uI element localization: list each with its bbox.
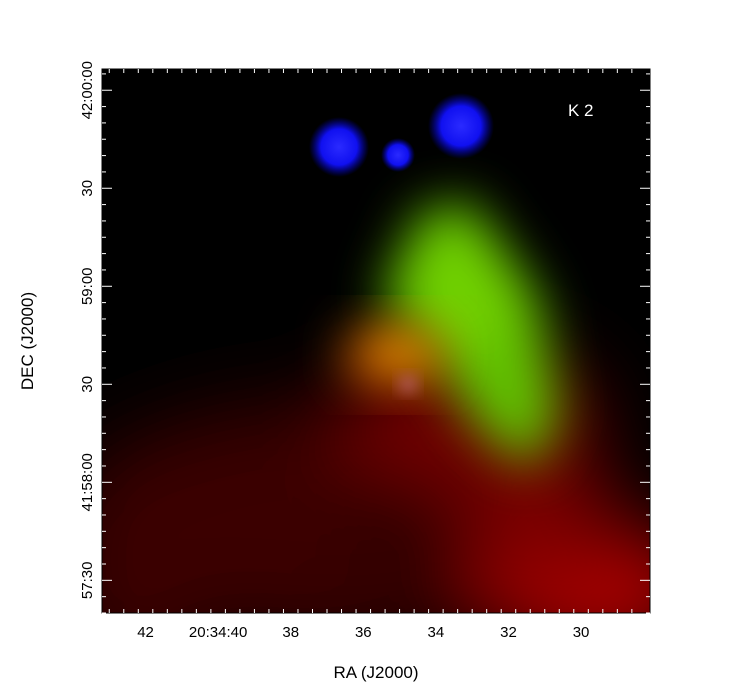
image-label: K 2 <box>568 101 594 120</box>
blue-source <box>309 117 369 177</box>
y-tick-label: 57:30 <box>79 562 96 600</box>
x-axis-label: RA (J2000) <box>333 663 418 682</box>
image-panel <box>102 69 650 613</box>
y-tick-label: 30 <box>79 180 96 197</box>
blue-source <box>381 138 415 172</box>
x-tick-label: 38 <box>282 624 299 641</box>
y-tick-label: 42:00:00 <box>79 61 96 119</box>
y-tick-labels: 42:00:00 30 59:00 30 41:58:00 57:30 <box>79 61 96 599</box>
y-tick-label: 59:00 <box>79 267 96 305</box>
red-emission <box>102 350 650 613</box>
blue-sources <box>309 93 494 177</box>
x-tick-label: 32 <box>500 624 517 641</box>
green-emission <box>380 200 560 470</box>
x-tick-label: 34 <box>428 624 445 641</box>
x-tick-label: 30 <box>573 624 590 641</box>
x-tick-label: 20:34:40 <box>189 624 247 641</box>
x-tick-labels: 42 20:34:40 38 36 34 32 30 <box>137 624 589 641</box>
y-tick-label: 30 <box>79 376 96 393</box>
tick-marks <box>102 69 650 614</box>
x-tick-label: 42 <box>137 624 154 641</box>
y-tick-label: 41:58:00 <box>79 453 96 511</box>
x-tick-label: 36 <box>355 624 372 641</box>
orange-emission <box>345 325 445 385</box>
y-axis-label: DEC (J2000) <box>18 292 37 390</box>
blue-source <box>428 93 494 159</box>
pink-source <box>400 376 416 392</box>
